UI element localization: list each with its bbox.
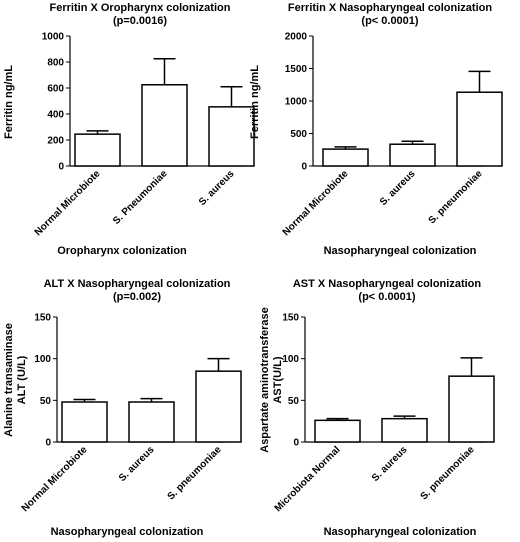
bar — [61, 401, 108, 443]
chart-title: Ferritin X Oropharynx colonization — [50, 2, 231, 14]
bar — [195, 370, 242, 443]
y-axis-title: Aspartate aminotransferaseAST(U/L) — [259, 307, 284, 453]
y-axis-title: Ferritin ng/mL — [249, 65, 261, 139]
chart-title: Ferritin X Nasopharyngeal colonization — [288, 2, 492, 14]
category-label: S. aureus — [197, 168, 237, 208]
y-axis-title: Alanine transaminaseALT (U/L) — [3, 323, 28, 437]
category-label: Microbiota Normal — [273, 444, 343, 514]
category-label: S. aureus — [370, 444, 410, 484]
y-tick-label: 0 — [293, 438, 299, 449]
bar — [74, 133, 121, 167]
chart-subtitle: (p=0.0016) — [113, 15, 167, 27]
y-axis-title-line: Aspartate aminotransferase — [259, 307, 271, 453]
bar — [128, 401, 175, 443]
y-axis-title: Ferritin ng/mL — [3, 65, 15, 139]
y-tick-label: 1000 — [285, 97, 308, 108]
chart-panel-4: AST X Nasopharyngeal colonization(p< 0.0… — [259, 278, 495, 538]
chart-title: AST X Nasopharyngeal colonization — [293, 278, 482, 290]
bar — [314, 419, 361, 443]
chart-title: ALT X Nasopharyngeal colonization — [44, 278, 231, 290]
category-label: Normal Microbiote — [281, 168, 351, 238]
category-label: Normal Microbiote — [20, 444, 90, 514]
chart-subtitle: (p< 0.0001) — [361, 15, 419, 27]
y-tick-label: 150 — [34, 313, 51, 324]
x-axis-title: Oropharynx colonization — [57, 245, 187, 257]
y-tick-label: 600 — [47, 84, 64, 95]
y-tick-label: 0 — [45, 438, 51, 449]
bar — [381, 417, 428, 443]
y-tick-label: 1500 — [285, 64, 308, 75]
y-tick-label: 50 — [288, 396, 300, 407]
y-tick-label: 2000 — [285, 32, 308, 43]
category-label: S. aureus — [117, 444, 157, 484]
bar — [322, 148, 369, 167]
y-tick-label: 0 — [58, 162, 64, 173]
y-tick-label: 400 — [47, 110, 64, 121]
y-tick-label: 50 — [40, 396, 52, 407]
bar — [141, 84, 188, 167]
bar — [208, 106, 255, 167]
y-axis-title-line: Alanine transaminase — [3, 323, 15, 437]
category-label: S. pneumoniae — [166, 444, 224, 502]
category-label: Normal Microbiote — [33, 168, 103, 238]
y-tick-label: 500 — [290, 129, 307, 140]
category-label: S. aureus — [378, 168, 418, 208]
x-axis-title: Nasopharyngeal colonization — [324, 526, 477, 538]
y-tick-label: 800 — [47, 58, 64, 69]
y-axis-title-line: AST(U/L) — [272, 356, 284, 403]
x-axis-title: Nasopharyngeal colonization — [51, 526, 204, 538]
chart-subtitle: (p< 0.0001) — [358, 291, 416, 303]
category-label: S. pneumoniae — [419, 444, 477, 502]
chart-panel-1: Ferritin X Oropharynx colonization(p=0.0… — [3, 2, 255, 257]
category-label: S. Pneumoniae — [111, 168, 170, 227]
bar — [448, 375, 495, 443]
y-axis-title-line: ALT (U/L) — [16, 355, 28, 404]
y-tick-label: 100 — [34, 354, 51, 365]
y-tick-label: 0 — [301, 162, 307, 173]
y-tick-label: 1000 — [42, 32, 65, 43]
y-tick-label: 100 — [282, 354, 299, 365]
category-label: S. pneumoniae — [427, 168, 485, 226]
chart-panel-3: ALT X Nasopharyngeal colonization(p=0.00… — [3, 278, 242, 538]
y-tick-label: 150 — [282, 313, 299, 324]
chart-panel-2: Ferritin X Nasopharyngeal colonization(p… — [249, 2, 503, 257]
x-axis-title: Nasopharyngeal colonization — [324, 245, 477, 257]
chart-subtitle: (p=0.002) — [113, 291, 161, 303]
bar — [456, 91, 503, 167]
y-tick-label: 200 — [47, 136, 64, 147]
bar — [389, 143, 436, 167]
